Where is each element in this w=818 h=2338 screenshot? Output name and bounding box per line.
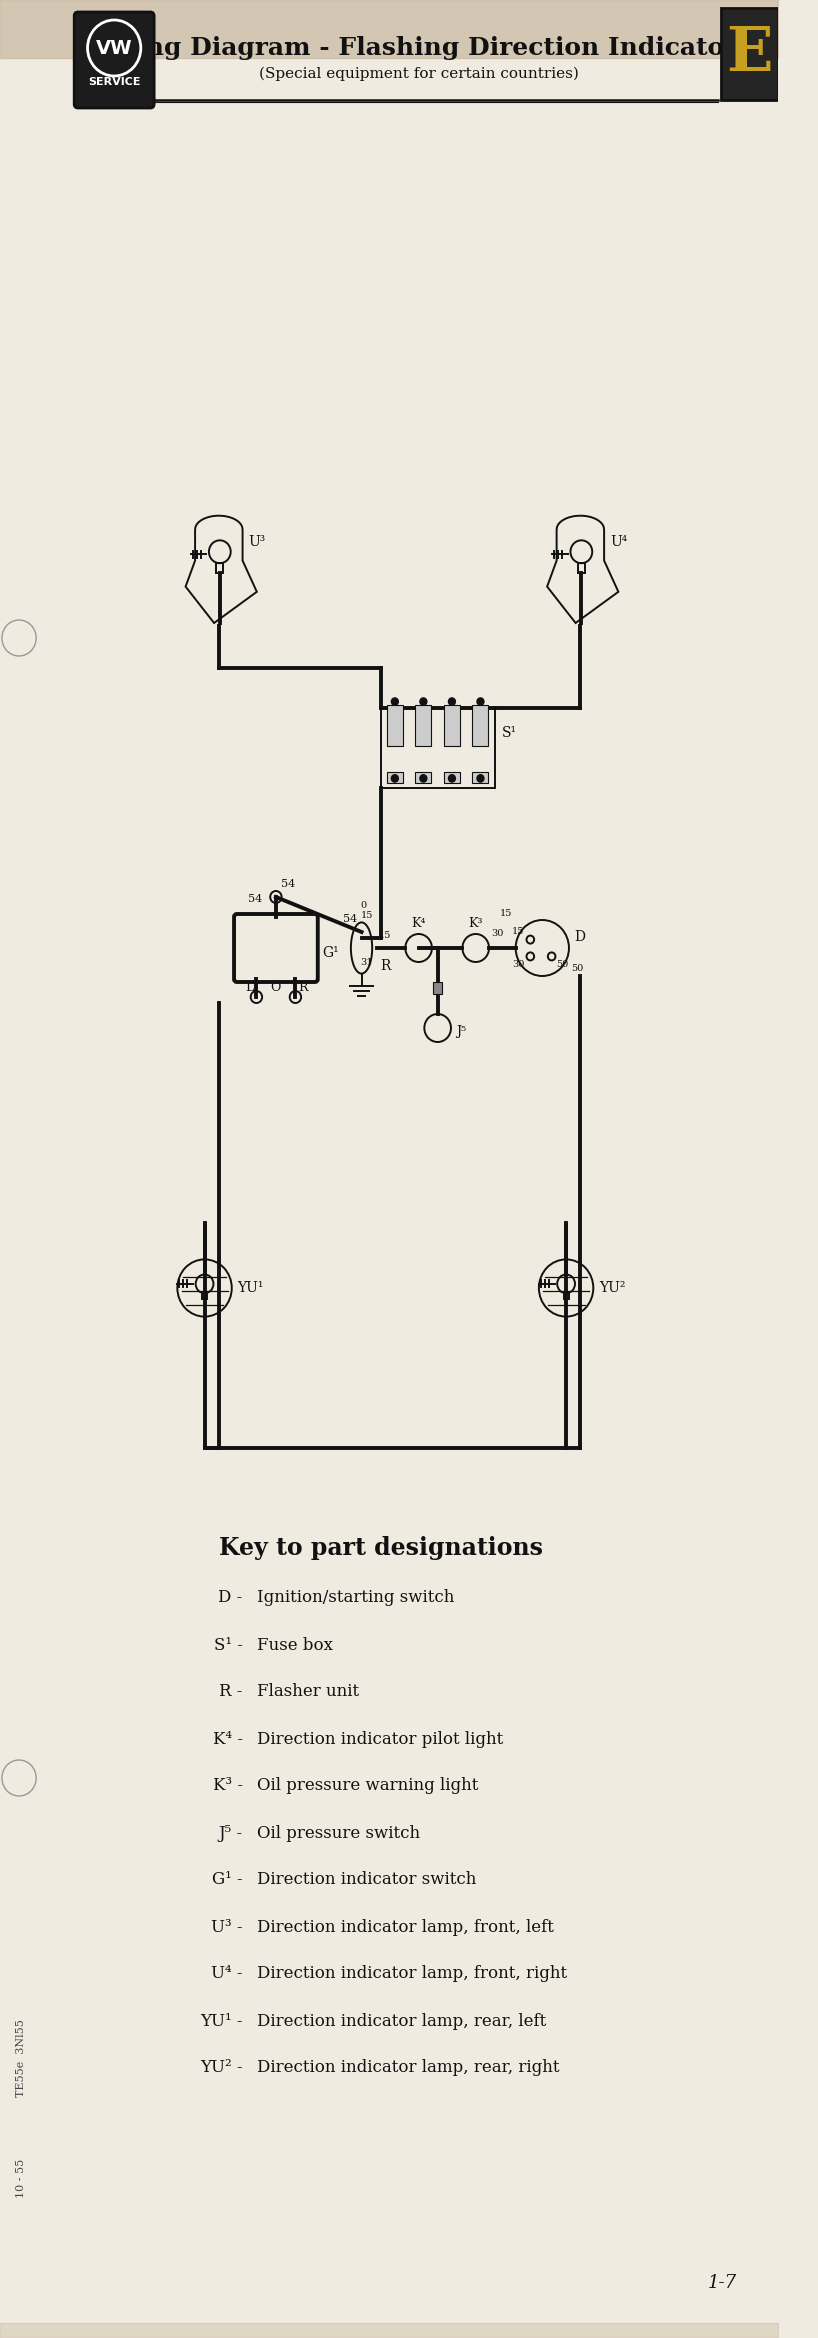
Text: YU¹ -: YU¹ -: [200, 2013, 243, 2029]
Text: 30: 30: [512, 961, 524, 970]
FancyBboxPatch shape: [74, 12, 154, 108]
Text: R: R: [380, 959, 391, 973]
Text: 0
15: 0 15: [361, 900, 373, 919]
Text: Direction indicator switch: Direction indicator switch: [257, 1870, 476, 1889]
Text: 54: 54: [281, 879, 295, 888]
Text: 1-7: 1-7: [708, 2275, 737, 2291]
Text: 30: 30: [491, 928, 503, 938]
Text: R -: R -: [219, 1683, 243, 1700]
Text: U³ -: U³ -: [211, 1919, 243, 1936]
Bar: [433, 982, 443, 994]
Bar: [721, 7, 778, 101]
Text: Direction indicator lamp, front, right: Direction indicator lamp, front, right: [257, 1966, 567, 1983]
Text: R: R: [299, 982, 308, 994]
Text: U⁴: U⁴: [610, 535, 627, 549]
Text: J⁵ -: J⁵ -: [218, 1824, 243, 1842]
Text: 50: 50: [571, 963, 583, 973]
Text: 50: 50: [556, 961, 569, 970]
Circle shape: [391, 697, 399, 706]
Text: K⁴: K⁴: [411, 916, 426, 931]
Circle shape: [391, 774, 399, 783]
Text: VW: VW: [96, 37, 133, 58]
Bar: [216, 563, 223, 573]
Text: Direction indicator pilot light: Direction indicator pilot light: [257, 1730, 503, 1746]
Bar: [444, 704, 460, 746]
Text: YU¹: YU¹: [237, 1281, 264, 1295]
Text: 54: 54: [249, 893, 263, 905]
Circle shape: [447, 774, 456, 783]
Text: Flasher unit: Flasher unit: [257, 1683, 359, 1700]
Text: 15: 15: [500, 909, 512, 919]
Text: O: O: [271, 982, 281, 994]
Text: Direction indicator lamp, rear, right: Direction indicator lamp, rear, right: [257, 2060, 560, 2076]
Text: 54: 54: [343, 914, 357, 924]
Text: Ignition/starting switch: Ignition/starting switch: [257, 1590, 454, 1606]
Text: S¹: S¹: [502, 727, 517, 741]
Text: U³: U³: [249, 535, 266, 549]
Text: G¹: G¹: [322, 947, 339, 961]
Text: YU²: YU²: [599, 1281, 626, 1295]
Text: G¹ -: G¹ -: [212, 1870, 243, 1889]
Bar: [387, 772, 402, 783]
Text: Oil pressure switch: Oil pressure switch: [257, 1824, 420, 1842]
Text: 15: 15: [379, 931, 391, 940]
Text: Direction indicator lamp, front, left: Direction indicator lamp, front, left: [257, 1919, 554, 1936]
Text: (Special equipment for certain countries): (Special equipment for certain countries…: [258, 68, 578, 82]
Bar: [473, 772, 488, 783]
Text: 15: 15: [512, 926, 524, 935]
Bar: [387, 704, 402, 746]
Text: U⁴ -: U⁴ -: [211, 1966, 243, 1983]
Circle shape: [476, 774, 484, 783]
Text: K³: K³: [469, 916, 483, 931]
Bar: [416, 704, 431, 746]
Circle shape: [419, 697, 428, 706]
Bar: [564, 1293, 569, 1300]
Text: L: L: [245, 982, 254, 994]
Bar: [473, 704, 488, 746]
Text: S¹ -: S¹ -: [213, 1637, 243, 1653]
Text: D: D: [575, 931, 586, 945]
Bar: [578, 563, 585, 573]
Text: D -: D -: [218, 1590, 243, 1606]
Bar: [380, 708, 495, 788]
Text: K⁴ -: K⁴ -: [213, 1730, 243, 1746]
Circle shape: [419, 774, 428, 783]
Text: Direction indicator lamp, rear, left: Direction indicator lamp, rear, left: [257, 2013, 546, 2029]
Text: Fuse box: Fuse box: [257, 1637, 333, 1653]
Text: Key to part designations: Key to part designations: [218, 1536, 542, 1559]
Text: J⁵: J⁵: [456, 1026, 466, 1038]
Text: 31: 31: [361, 959, 373, 968]
Bar: [444, 772, 460, 783]
Bar: [416, 772, 431, 783]
Text: Oil pressure warning light: Oil pressure warning light: [257, 1777, 479, 1796]
Text: YU² -: YU² -: [200, 2060, 243, 2076]
Text: E: E: [726, 23, 773, 84]
Text: K³ -: K³ -: [213, 1777, 243, 1796]
Circle shape: [476, 697, 484, 706]
Text: TE55e  3Nl55: TE55e 3Nl55: [16, 2020, 26, 2097]
Circle shape: [447, 697, 456, 706]
Text: Wiring Diagram - Flashing Direction Indicators: Wiring Diagram - Flashing Direction Indi…: [86, 35, 751, 61]
Text: 10 - 55: 10 - 55: [16, 2158, 26, 2198]
Text: SERVICE: SERVICE: [88, 77, 141, 87]
Bar: [202, 1293, 207, 1300]
